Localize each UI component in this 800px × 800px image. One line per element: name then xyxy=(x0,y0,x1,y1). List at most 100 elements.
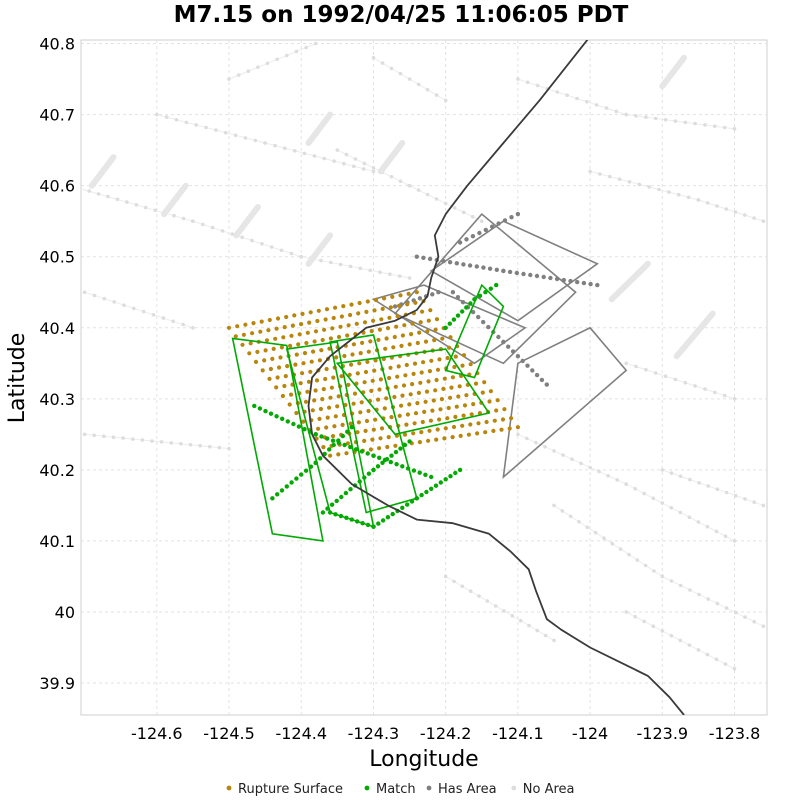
no-area-point xyxy=(329,260,333,265)
no-area-point xyxy=(669,506,674,510)
legend-marker xyxy=(511,785,517,791)
rupture-surface-point xyxy=(407,342,412,347)
match-point xyxy=(483,290,488,295)
no-area-point xyxy=(443,574,448,579)
no-area-point xyxy=(312,154,317,158)
no-area-point xyxy=(223,130,228,135)
rupture-surface-point xyxy=(290,323,295,328)
rupture-surface-point xyxy=(316,426,321,431)
rupture-surface-point xyxy=(253,359,259,364)
rupture-surface-point xyxy=(420,309,425,314)
no-area-point xyxy=(594,103,599,107)
rupture-surface-point xyxy=(403,373,408,378)
rupture-surface-point xyxy=(336,334,342,340)
rupture-surface-point xyxy=(294,352,299,357)
rupture-surface-point xyxy=(324,307,330,312)
no-area-fault-line xyxy=(81,188,410,279)
rupture-surface-point xyxy=(364,309,369,314)
rupture-surface-point xyxy=(427,369,432,374)
rupture-surface-point xyxy=(443,426,448,431)
rupture-surface-point xyxy=(435,427,440,432)
y-tick-label: 40.8 xyxy=(39,35,75,54)
no-area-point xyxy=(633,614,637,619)
has-area-point xyxy=(561,277,566,283)
no-area-point xyxy=(407,77,412,81)
no-area-point xyxy=(688,477,692,482)
has-area-point xyxy=(436,290,441,295)
rupture-surface-point xyxy=(462,403,468,408)
no-area-point xyxy=(102,434,106,439)
has-area-point xyxy=(575,279,580,285)
match-point xyxy=(263,408,268,414)
has-area-point xyxy=(581,280,587,286)
no-area-point xyxy=(371,166,376,170)
no-area-point xyxy=(434,93,439,97)
rupture-surface-point xyxy=(376,337,381,342)
rupture-surface-point xyxy=(468,422,473,427)
no-area-band xyxy=(305,111,334,146)
match-point xyxy=(342,442,347,448)
match-point xyxy=(365,451,370,456)
rupture-surface-point xyxy=(312,398,317,403)
rupture-surface-point xyxy=(354,321,359,326)
rupture-surface-point xyxy=(390,294,395,299)
rupture-surface-point xyxy=(247,351,252,356)
has-area-point xyxy=(520,358,525,364)
match-point xyxy=(385,515,391,520)
rupture-surface-point xyxy=(434,377,439,383)
rupture-surface-point xyxy=(419,370,424,375)
match-point xyxy=(371,467,376,473)
no-area-point xyxy=(723,662,728,666)
rupture-surface-point xyxy=(404,362,409,368)
no-area-point xyxy=(624,361,628,366)
rupture-surface-point xyxy=(468,362,473,367)
no-area-point xyxy=(132,306,136,311)
rupture-surface-point xyxy=(492,418,497,423)
rupture-surface-point xyxy=(330,326,335,331)
rupture-surface-point xyxy=(259,319,264,324)
no-area-point xyxy=(169,441,174,445)
rupture-surface-point xyxy=(349,362,354,367)
match-point xyxy=(472,297,477,302)
rupture-surface-point xyxy=(316,308,321,313)
no-area-point xyxy=(518,618,523,623)
no-area-point xyxy=(260,242,264,246)
has-area-point xyxy=(470,309,476,315)
rupture-surface-point xyxy=(267,317,272,323)
no-area-point xyxy=(714,657,719,662)
no-area-point xyxy=(552,449,556,453)
has-area-point xyxy=(502,218,508,223)
rupture-surface-point xyxy=(402,432,408,437)
no-area-point xyxy=(579,461,583,466)
rupture-surface-point xyxy=(281,335,286,340)
rupture-surface-point xyxy=(332,424,337,429)
no-area-point xyxy=(761,219,766,223)
y-tick-label: 40.5 xyxy=(39,248,75,267)
no-area-point xyxy=(181,216,186,221)
no-area-point xyxy=(669,471,674,475)
rupture-surface-point xyxy=(362,320,368,325)
rupture-surface-point xyxy=(368,447,373,452)
match-outline xyxy=(335,348,491,436)
rupture-surface-point xyxy=(345,333,350,338)
match-point xyxy=(355,519,360,524)
rupture-surface-point xyxy=(452,364,457,370)
no-area-point xyxy=(371,169,376,174)
rupture-surface-point xyxy=(342,353,347,359)
match-point xyxy=(468,301,473,306)
no-area-point xyxy=(131,437,135,441)
rupture-surface-point xyxy=(331,315,336,321)
rupture-surface-point xyxy=(384,396,389,401)
no-area-point xyxy=(81,187,82,190)
rupture-surface-point xyxy=(475,431,480,436)
rupture-surface-point xyxy=(280,393,285,399)
has-area-point xyxy=(525,363,530,368)
no-area-point xyxy=(633,487,637,491)
rupture-surface-point xyxy=(502,407,507,412)
no-area-point xyxy=(313,41,318,46)
rupture-surface-point xyxy=(274,326,279,331)
rupture-surface-point xyxy=(330,434,336,439)
rupture-surface-point xyxy=(458,433,463,438)
no-area-point xyxy=(686,195,691,200)
no-area-point xyxy=(634,114,638,118)
